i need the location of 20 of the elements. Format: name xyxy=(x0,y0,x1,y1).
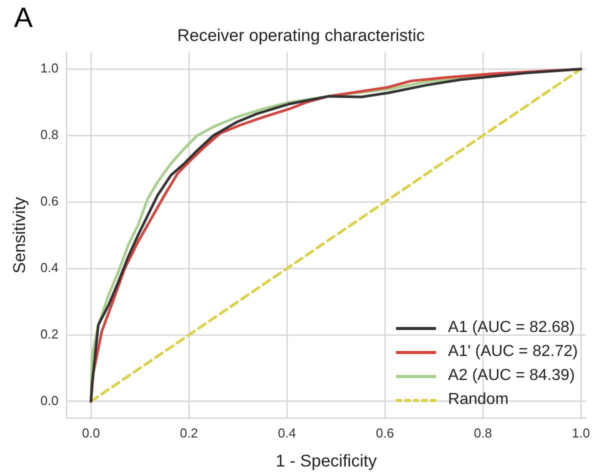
x-axis-title: 1 - Specificity xyxy=(276,451,378,470)
legend-label: A1' (AUC = 82.72) xyxy=(448,342,578,362)
x-tick-label: 0.0 xyxy=(82,425,100,440)
legend-label: A2 (AUC = 84.39) xyxy=(448,366,575,386)
y-axis-title: Sensitivity xyxy=(10,196,29,274)
chart-title: Receiver operating characteristic xyxy=(177,26,426,45)
x-tick-label: 0.6 xyxy=(376,425,394,440)
legend-label: Random xyxy=(448,390,509,410)
x-tick-label: 0.8 xyxy=(474,425,492,440)
y-tick-label: 0.6 xyxy=(40,194,58,209)
y-tick-label: 0.2 xyxy=(40,326,58,342)
y-tick-label: 0.8 xyxy=(40,127,58,142)
y-tick-label: 0.4 xyxy=(40,260,58,276)
x-tick-label: 0.2 xyxy=(180,425,198,440)
y-tick-label: 0.0 xyxy=(40,392,58,408)
y-tick-label: 1.0 xyxy=(40,60,58,76)
x-tick-label: 1.0 xyxy=(572,425,590,440)
x-tick-label: 0.4 xyxy=(278,425,296,440)
text: A xyxy=(14,2,33,34)
legend-label: A1 (AUC = 82.68) xyxy=(448,318,575,338)
